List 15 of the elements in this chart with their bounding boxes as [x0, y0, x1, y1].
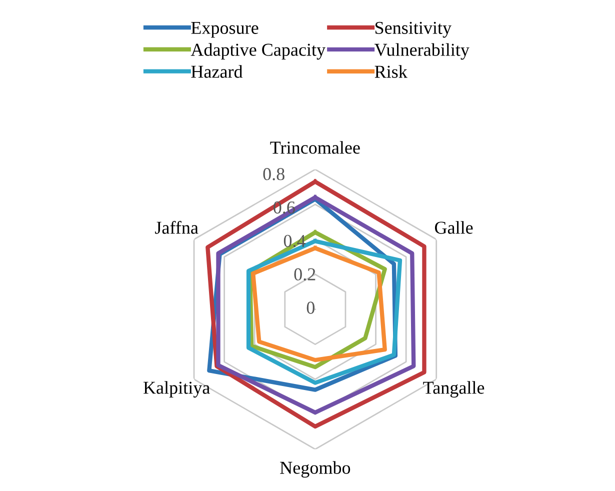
spoke-label: Galle [434, 221, 473, 234]
legend-label: Sensitivity [375, 22, 452, 38]
legend-label: Vulnerability [374, 43, 470, 60]
y-tick-label: 0 [306, 302, 314, 314]
legend-label: Adaptive Capacity [190, 43, 326, 60]
spoke-label: Negombo [280, 461, 350, 478]
spoke-label: Jaffna [155, 220, 198, 234]
spoke-label: Kalpitiya [144, 381, 210, 398]
legend-label: Risk [374, 65, 408, 78]
spoke-label: Trincomalee [270, 141, 360, 154]
y-tick-label: 0.8 [263, 168, 284, 180]
legend-label: Exposure [191, 22, 258, 38]
legend-label: Hazard [191, 65, 243, 78]
spoke-label: Tangalle [423, 381, 484, 398]
y-tick-label: 0.2 [294, 268, 316, 281]
